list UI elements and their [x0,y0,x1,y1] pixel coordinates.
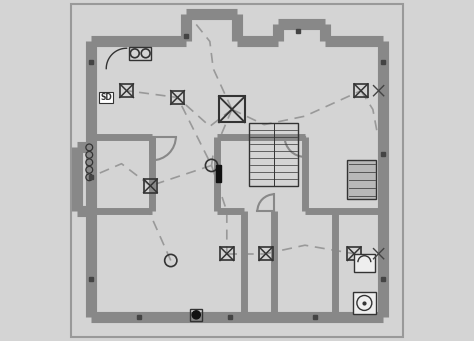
Bar [354,254,374,272]
Bar [353,292,375,314]
Bar [347,160,376,199]
Bar [129,46,151,60]
Bar [249,123,298,186]
Bar [216,165,221,182]
Text: SD: SD [100,93,112,102]
Bar [190,309,202,321]
Circle shape [192,311,201,319]
